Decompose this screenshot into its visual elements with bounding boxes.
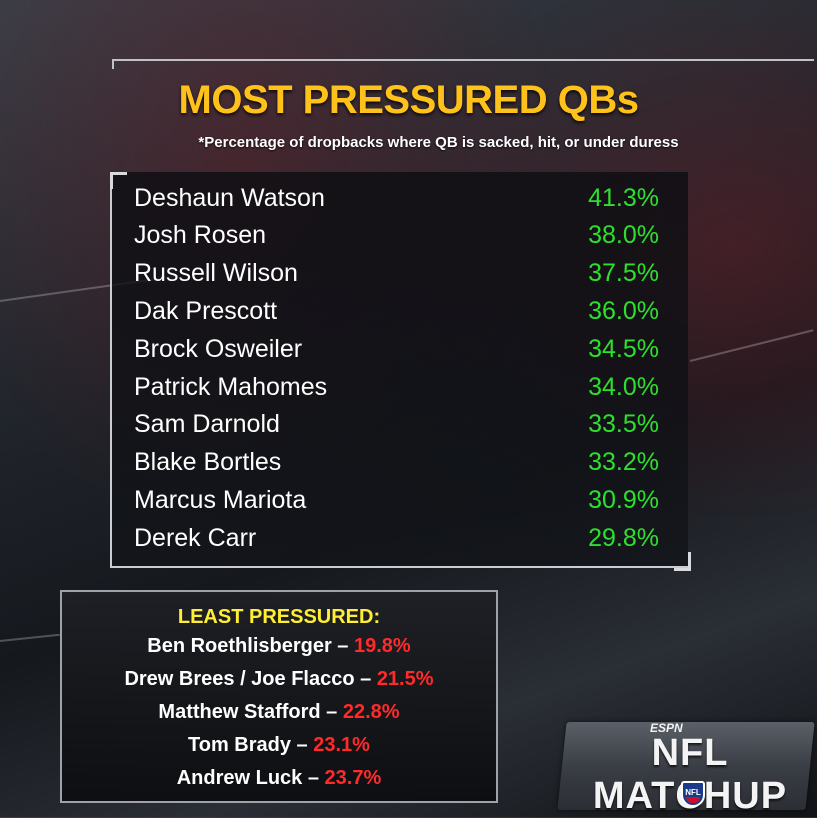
separator-dash: – — [320, 701, 343, 723]
qb-pressure-pct: 33.5% — [588, 410, 659, 439]
qb-pressure-pct: 33.2% — [588, 448, 659, 477]
least-qb-pressure-pct: 22.8% — [342, 701, 400, 723]
separator-dash: – — [291, 734, 314, 756]
qb-pressure-pct: 37.5% — [588, 259, 659, 288]
least-pressured-row: Tom Brady – 23.1% — [60, 734, 498, 764]
qb-pressure-pct: 41.3% — [588, 183, 659, 212]
background-streak — [689, 329, 814, 362]
least-pressured-row: Ben Roethlisberger – 19.8% — [60, 635, 498, 665]
qb-name: Dak Prescott — [134, 296, 278, 325]
qb-row: Dak Prescott 36.0% — [134, 294, 659, 328]
least-pressured-title: LEAST PRESSURED: — [177, 606, 381, 628]
most-pressured-panel — [110, 172, 688, 568]
qb-row: Sam Darnold 33.5% — [134, 408, 659, 442]
qb-row: Derek Carr 29.8% — [134, 521, 659, 555]
qb-row: Patrick Mahomes 34.0% — [134, 370, 659, 404]
qb-row: Russell Wilson 37.5% — [134, 257, 659, 291]
nfl-shield-icon: NFL — [681, 781, 705, 807]
qb-pressure-pct: 34.0% — [588, 372, 659, 401]
qb-pressure-pct: 36.0% — [588, 296, 659, 325]
least-qb-name: Andrew Luck — [176, 767, 303, 789]
qb-name: Sam Darnold — [134, 410, 280, 439]
least-qb-name: Drew Brees / Joe Flacco — [124, 668, 355, 690]
qb-name: Russell Wilson — [134, 259, 298, 288]
least-qb-name: Tom Brady — [188, 734, 291, 756]
qb-name: Josh Rosen — [134, 221, 267, 250]
espn-logo-text: ESPN — [650, 721, 683, 735]
qb-pressure-pct: 38.0% — [588, 221, 659, 250]
qb-name: Deshaun Watson — [134, 183, 325, 212]
qb-name: Brock Osweiler — [134, 334, 303, 363]
least-qb-pressure-pct: 19.8% — [354, 635, 411, 657]
separator-dash: – — [331, 635, 354, 657]
least-qb-name: Matthew Stafford — [158, 701, 321, 723]
qb-name: Derek Carr — [134, 523, 257, 552]
least-pressured-row: Drew Brees / Joe Flacco – 21.5% — [60, 668, 498, 698]
qb-row: Josh Rosen 38.0% — [134, 219, 659, 253]
qb-pressure-pct: 29.8% — [588, 523, 659, 552]
least-qb-pressure-pct: 23.7% — [324, 767, 382, 789]
qb-pressure-pct: 30.9% — [588, 485, 659, 514]
qb-row: Deshaun Watson 41.3% — [134, 181, 659, 215]
qb-row: Brock Osweiler 34.5% — [134, 332, 659, 366]
least-pressured-row: Andrew Luck – 23.7% — [60, 767, 498, 797]
qb-name: Marcus Mariota — [134, 485, 307, 514]
background-streak — [0, 633, 60, 642]
qb-pressure-pct: 34.5% — [588, 334, 659, 363]
title-frame — [112, 59, 814, 69]
qb-row: Marcus Mariota 30.9% — [134, 483, 659, 517]
separator-dash: – — [354, 668, 377, 690]
page-title: MOST PRESSURED QBs — [178, 78, 639, 122]
least-pressured-panel — [60, 590, 498, 803]
panel-corner-bracket — [110, 172, 127, 189]
panel-corner-bracket — [674, 552, 691, 571]
separator-dash: – — [302, 767, 325, 789]
qb-name: Patrick Mahomes — [134, 372, 328, 401]
least-pressured-row: Matthew Stafford – 22.8% — [60, 701, 498, 731]
least-qb-pressure-pct: 21.5% — [376, 668, 434, 690]
qb-row: Blake Bortles 33.2% — [134, 446, 659, 480]
least-qb-name: Ben Roethlisberger — [147, 635, 332, 657]
least-qb-pressure-pct: 23.1% — [313, 734, 370, 756]
qb-name: Blake Bortles — [134, 448, 282, 477]
page-subtitle: *Percentage of dropbacks where QB is sac… — [198, 134, 679, 151]
